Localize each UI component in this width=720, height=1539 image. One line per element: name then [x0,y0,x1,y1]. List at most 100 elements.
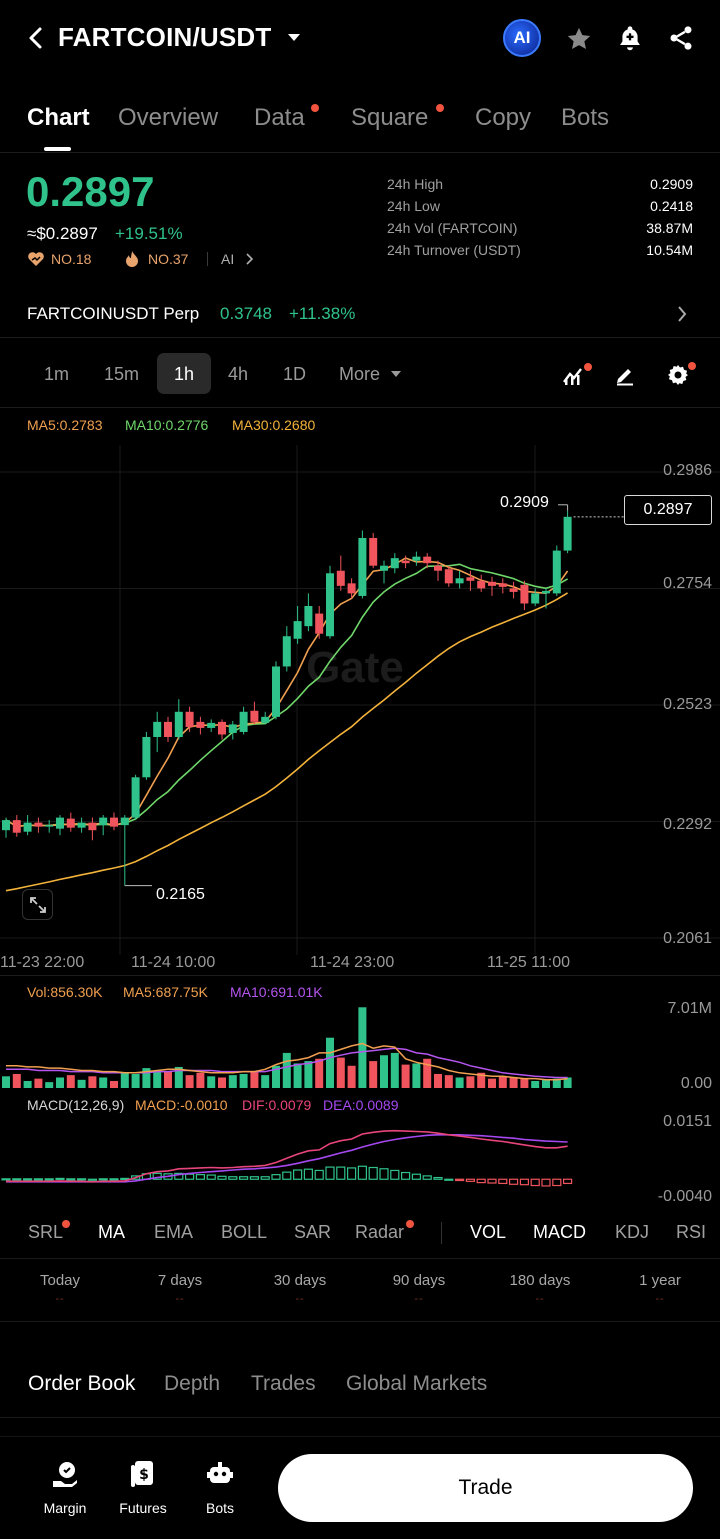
volume-bar [423,1058,432,1088]
pair-title[interactable]: FARTCOIN/USDT [58,22,272,52]
indicator-macd[interactable]: MACD [533,1222,586,1242]
nav-margin[interactable]: Margin [30,1459,100,1516]
indicator-radar[interactable]: Radar [355,1222,405,1242]
indicator-ema[interactable]: EMA [154,1222,194,1242]
macd-histogram-bar [379,1168,389,1180]
favorite-star-icon[interactable] [565,25,593,53]
interval-4h[interactable]: 4h [228,364,249,384]
volume-bar [228,1075,237,1088]
macd-histogram-bar [487,1178,497,1184]
volume-bar [56,1077,64,1088]
macd-histogram-bar [260,1176,270,1180]
candle-body [293,621,302,639]
volume-bar [444,1075,453,1088]
active-tab-indicator [44,147,71,151]
margin-icon [53,1462,77,1487]
tab-order-book[interactable]: Order Book [28,1372,136,1395]
candle-body [542,590,550,594]
macd-histogram-bar [552,1178,562,1187]
drawing-pencil-icon[interactable] [614,364,636,386]
pair-dropdown-icon[interactable] [288,34,300,41]
tab-overview[interactable]: Overview [118,104,219,131]
candle-body [563,516,572,551]
chart-settings-gear-icon[interactable] [666,363,690,387]
candle-body [380,565,388,571]
volume-bar [390,1052,399,1088]
volume-bar [23,1080,32,1088]
macd-chart[interactable] [0,1112,720,1202]
indicator-sar[interactable]: SAR [294,1222,332,1242]
interval-more[interactable]: More [339,364,381,384]
stat-value: 38.87M [646,220,693,236]
vol-top-label: 7.01M [667,1000,712,1017]
fullscreen-button[interactable] [22,889,53,920]
price-alert-bell-icon[interactable] [616,24,644,52]
vol-ma5-legend: MA5:687.75K [123,984,208,1000]
macd-histogram-bar [357,1165,367,1180]
rank-badge-2[interactable]: NO.37 [148,251,189,267]
macd-histogram-bar [433,1176,443,1180]
tab-bots[interactable]: Bots [561,104,610,131]
interval-1m[interactable]: 1m [44,364,70,384]
volume-chart[interactable] [0,1000,720,1090]
macd-top-label: 0.0151 [663,1113,712,1130]
indicator-boll[interactable]: BOLL [221,1222,268,1242]
candle-body [272,666,280,717]
candle-body [88,822,97,831]
ai-insight-link[interactable]: AI [221,251,235,267]
volume-bar [131,1073,140,1088]
indicator-chart-icon[interactable] [562,364,584,386]
indicator-srl[interactable]: SRL [28,1222,64,1242]
indicator-kdj[interactable]: KDJ [615,1222,650,1242]
candlestick-chart[interactable]: Gate [0,445,720,975]
x-tick-label: 11-24 23:00 [310,954,395,971]
candle-body [2,820,10,831]
tab-copy[interactable]: Copy [475,104,532,131]
perp-link-row[interactable]: FARTCOINUSDT Perp 0.3748 +11.38% [0,290,720,338]
tab-trades[interactable]: Trades [251,1372,316,1395]
vol-ma5-line [6,1042,568,1081]
tab-data[interactable]: Data [254,104,305,131]
candle-body [477,580,486,589]
perf-value: -- [295,1293,305,1305]
volume-bar [455,1077,464,1088]
perf-value: -- [655,1293,665,1305]
candle-body [466,577,475,581]
nav-futures[interactable]: $ Futures [108,1459,178,1516]
indicator-notification-dot [584,363,592,371]
trade-button[interactable]: Trade [278,1454,693,1522]
macd-histogram-bar [314,1169,324,1180]
ai-assistant-button[interactable]: AI [503,19,541,57]
volume-bar [563,1077,572,1088]
macd-histogram-bar [476,1178,486,1184]
tab-square-notification-dot [436,104,444,112]
perp-name: FARTCOINUSDT Perp [27,304,200,323]
volume-bar [434,1073,442,1088]
rank-badge-1[interactable]: NO.18 [51,251,92,267]
interval-1d[interactable]: 1D [283,364,307,384]
nav-margin-label: Margin [43,1500,87,1516]
share-icon[interactable] [667,24,695,52]
macd-histogram-bar [195,1174,205,1180]
candle-body [358,537,367,596]
back-arrow-icon[interactable] [22,24,50,52]
candle-body [531,593,540,604]
perf-item: Today -- [15,1272,105,1305]
indicator-vol[interactable]: VOL [470,1222,507,1242]
macd-histogram-bar [66,1178,76,1181]
indicator-ma[interactable]: MA [98,1222,125,1242]
volume-bar [542,1079,550,1088]
radar-notification-dot [406,1220,414,1228]
tab-depth[interactable]: Depth [164,1372,221,1395]
high-price-label: 0.2909 [500,494,549,511]
tab-chart[interactable]: Chart [27,104,90,131]
tab-global-markets[interactable]: Global Markets [346,1372,488,1395]
ma10-line [5,563,568,828]
settings-notification-dot [688,362,696,370]
interval-15m[interactable]: 15m [104,364,140,384]
indicator-rsi[interactable]: RSI [676,1222,707,1242]
interval-1h[interactable]: 1h [174,364,195,384]
nav-bots[interactable]: Bots [185,1459,255,1516]
candle-body [509,588,518,592]
tab-square[interactable]: Square [351,104,429,131]
